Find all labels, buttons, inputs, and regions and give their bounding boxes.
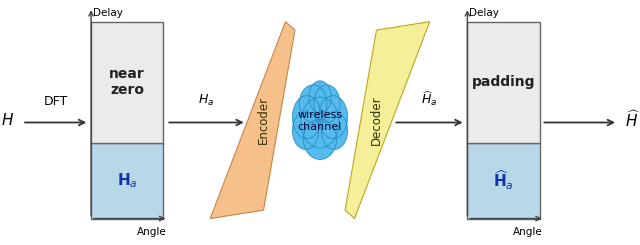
Ellipse shape <box>301 97 339 148</box>
Ellipse shape <box>300 85 327 122</box>
Text: $H_a$: $H_a$ <box>198 93 214 108</box>
Text: Angle: Angle <box>136 227 166 237</box>
Text: Delay: Delay <box>93 8 123 18</box>
Ellipse shape <box>314 85 340 122</box>
Polygon shape <box>211 22 295 219</box>
Bar <box>91 143 163 219</box>
Bar <box>467 143 540 219</box>
Bar <box>91 22 163 143</box>
Text: DFT: DFT <box>44 95 68 108</box>
Text: Delay: Delay <box>469 8 499 18</box>
Ellipse shape <box>292 96 321 139</box>
Text: $\mathbf{H}_a$: $\mathbf{H}_a$ <box>116 171 138 190</box>
Text: $\widehat{H}$: $\widehat{H}$ <box>625 110 640 130</box>
Bar <box>467 22 540 143</box>
Ellipse shape <box>303 119 337 159</box>
Text: wireless
channel: wireless channel <box>298 110 342 132</box>
Ellipse shape <box>319 96 348 139</box>
Text: $\widehat{H}_a$: $\widehat{H}_a$ <box>421 89 438 108</box>
Text: $\widehat{\mathbf{H}}_a$: $\widehat{\mathbf{H}}_a$ <box>493 169 514 192</box>
Ellipse shape <box>292 112 319 149</box>
Polygon shape <box>345 22 430 219</box>
Text: padding: padding <box>472 75 535 89</box>
Text: $H$: $H$ <box>1 112 15 128</box>
Text: Encoder: Encoder <box>257 96 270 144</box>
Text: Angle: Angle <box>513 227 543 237</box>
Ellipse shape <box>321 112 348 149</box>
Ellipse shape <box>309 81 331 113</box>
Text: Decoder: Decoder <box>370 95 383 145</box>
Text: near
zero: near zero <box>109 67 145 97</box>
